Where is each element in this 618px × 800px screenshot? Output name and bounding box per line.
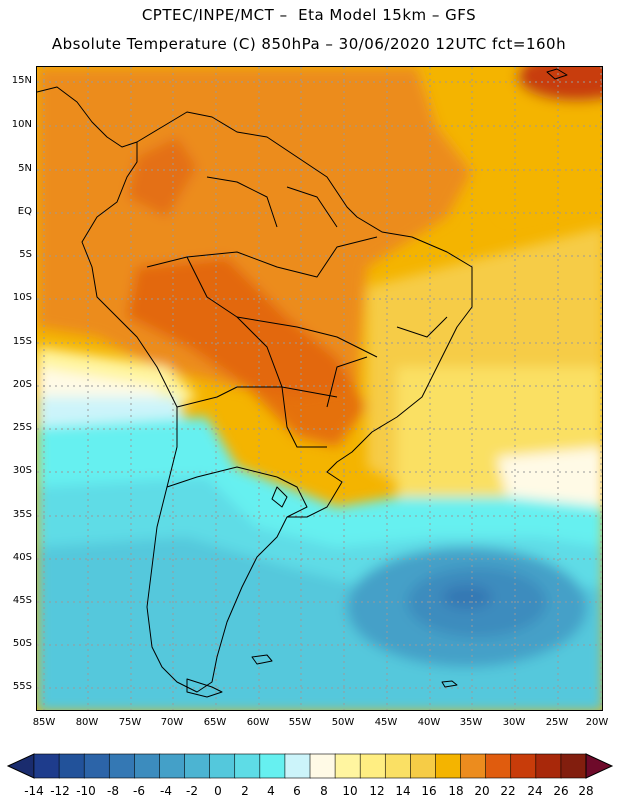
lat-label: 40S	[12, 552, 32, 563]
temperature-field	[37, 67, 602, 710]
colorbar-label: 26	[553, 784, 569, 798]
colorbar-swatch	[33, 753, 60, 779]
lon-label: 85W	[32, 717, 56, 728]
lon-label: 60W	[246, 717, 270, 728]
colorbar-label: 20	[474, 784, 490, 798]
colorbar-swatch	[234, 753, 261, 779]
lon-label: 40W	[417, 717, 441, 728]
lat-label: 20S	[12, 379, 32, 390]
lon-label: 65W	[203, 717, 227, 728]
colorbar-swatch	[510, 753, 537, 779]
colorbar-label: 2	[241, 784, 249, 798]
colorbar-swatch	[58, 753, 85, 779]
colorbar-swatch	[359, 753, 387, 779]
colorbar-label: 14	[395, 784, 411, 798]
lon-label: 25W	[545, 717, 569, 728]
colorbar-label: 6	[293, 784, 301, 798]
lon-label: 75W	[118, 717, 142, 728]
colorbar-swatch	[560, 753, 587, 779]
lat-lon-grid	[37, 67, 602, 710]
colorbar-label: -4	[160, 784, 172, 798]
lat-label: 45S	[12, 595, 32, 606]
colorbar-label: 8	[320, 784, 328, 798]
lat-label: EQ	[17, 206, 32, 217]
colorbar-swatch	[309, 753, 336, 779]
colorbar-swatch	[209, 753, 236, 779]
colorbar-label: 16	[421, 784, 437, 798]
temperature-map	[36, 66, 603, 711]
colorbar-swatch	[334, 753, 361, 779]
colorbar-swatch	[485, 753, 512, 779]
colorbar-label: 18	[448, 784, 464, 798]
lon-label: 45W	[374, 717, 398, 728]
colorbar-swatch	[184, 753, 211, 779]
colorbar-label: 10	[342, 784, 358, 798]
lat-label: 15N	[11, 75, 32, 86]
colorbar-swatch	[108, 753, 136, 779]
lat-label: 10N	[11, 119, 32, 130]
colorbar-swatches	[33, 753, 587, 779]
colorbar-label: -14	[24, 784, 44, 798]
colorbar-swatch	[134, 753, 161, 779]
lat-label: 5N	[18, 163, 32, 174]
lat-label: 55S	[12, 681, 32, 692]
colorbar-label: 12	[369, 784, 385, 798]
colorbar-label: -8	[107, 784, 119, 798]
colorbar-swatch	[535, 753, 562, 779]
colorbar-swatch	[460, 753, 487, 779]
colorbar-swatch	[284, 753, 311, 779]
coastlines	[37, 68, 568, 698]
lon-label: 30W	[502, 717, 526, 728]
lat-label: 10S	[12, 292, 32, 303]
lon-label: 80W	[75, 717, 99, 728]
colorbar-swatch	[159, 753, 186, 779]
map-title-line-1: CPTEC/INPE/MCT – Eta Model 15km – GFS	[141, 6, 477, 24]
lon-label: 70W	[160, 717, 184, 728]
colorbar-swatch	[384, 753, 412, 779]
colorbar-label: 28	[578, 784, 594, 798]
lat-label: 30S	[12, 465, 32, 476]
temperature-shading	[37, 67, 602, 710]
colorbar-label: -10	[76, 784, 96, 798]
colorbar-label: -2	[186, 784, 198, 798]
colorbar-label: -12	[50, 784, 70, 798]
colorbar-label: -6	[133, 784, 145, 798]
lon-label: 50W	[331, 717, 355, 728]
lat-label: 25S	[12, 422, 32, 433]
colorbar-arrow-low	[6, 753, 35, 779]
lat-label: 50S	[12, 638, 32, 649]
colorbar-label: 22	[500, 784, 516, 798]
lon-label: 35W	[459, 717, 483, 728]
colorbar-swatch	[435, 753, 462, 779]
colorbar-label: 24	[527, 784, 543, 798]
colorbar-label: 0	[214, 784, 222, 798]
colorbar-swatch	[410, 753, 437, 779]
map-title-line-2: Absolute Temperature (C) 850hPa – 30/06/…	[51, 35, 567, 53]
colorbar-label: 4	[267, 784, 275, 798]
lat-label: 15S	[12, 336, 32, 347]
lat-label: 5S	[19, 249, 32, 260]
lon-label: 20W	[585, 717, 609, 728]
colorbar-swatch	[259, 753, 286, 779]
temperature-colorbar	[6, 753, 614, 779]
lat-label: 35S	[12, 509, 32, 520]
colorbar-swatch	[83, 753, 111, 779]
lon-label: 55W	[288, 717, 312, 728]
colorbar-arrow-high	[585, 753, 614, 779]
